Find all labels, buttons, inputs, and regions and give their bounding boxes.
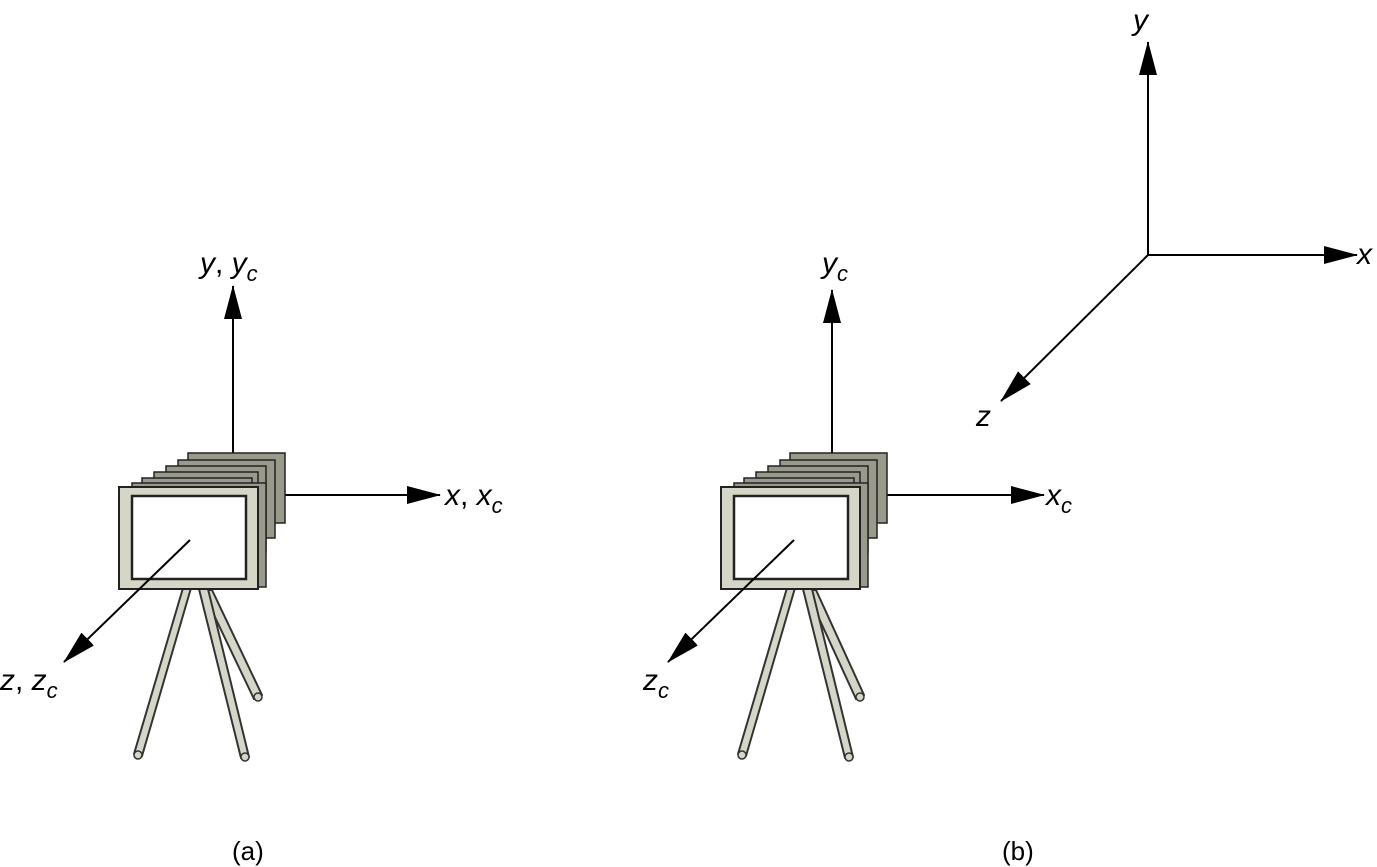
panel-b-zc-axis [667, 539, 795, 663]
world-frame: y x z [975, 4, 1373, 433]
world-x-label: x [1355, 238, 1373, 271]
panel-b-caption: (b) [1002, 836, 1034, 866]
panel-b-camera [720, 452, 888, 590]
panel-b-tripod [737, 587, 865, 762]
panel-a-x-label: x, xc [443, 479, 503, 518]
world-z-axis [1000, 254, 1149, 402]
panel-a-z-axis [63, 539, 191, 663]
panel-a-tripod [133, 587, 263, 762]
world-y-label: y [1131, 4, 1150, 37]
panel-b-xc-label: xc [1044, 479, 1072, 518]
panel-b-camera-screen [732, 494, 850, 581]
panel-a: y, yc x, xc z, zc (a) [0, 247, 503, 866]
panel-a-y-label: y, yc [198, 247, 258, 286]
panel-b-zc-label: zc [642, 664, 669, 703]
panel-a-z-label: z, zc [0, 664, 58, 703]
panel-a-caption: (a) [232, 836, 264, 866]
panel-a-camera-screen [130, 494, 248, 581]
panel-a-camera [118, 452, 286, 590]
panel-b: yc xc zc y x z (b) [642, 4, 1373, 866]
world-z-label: z [975, 400, 991, 433]
panel-b-yc-label: yc [820, 247, 848, 286]
